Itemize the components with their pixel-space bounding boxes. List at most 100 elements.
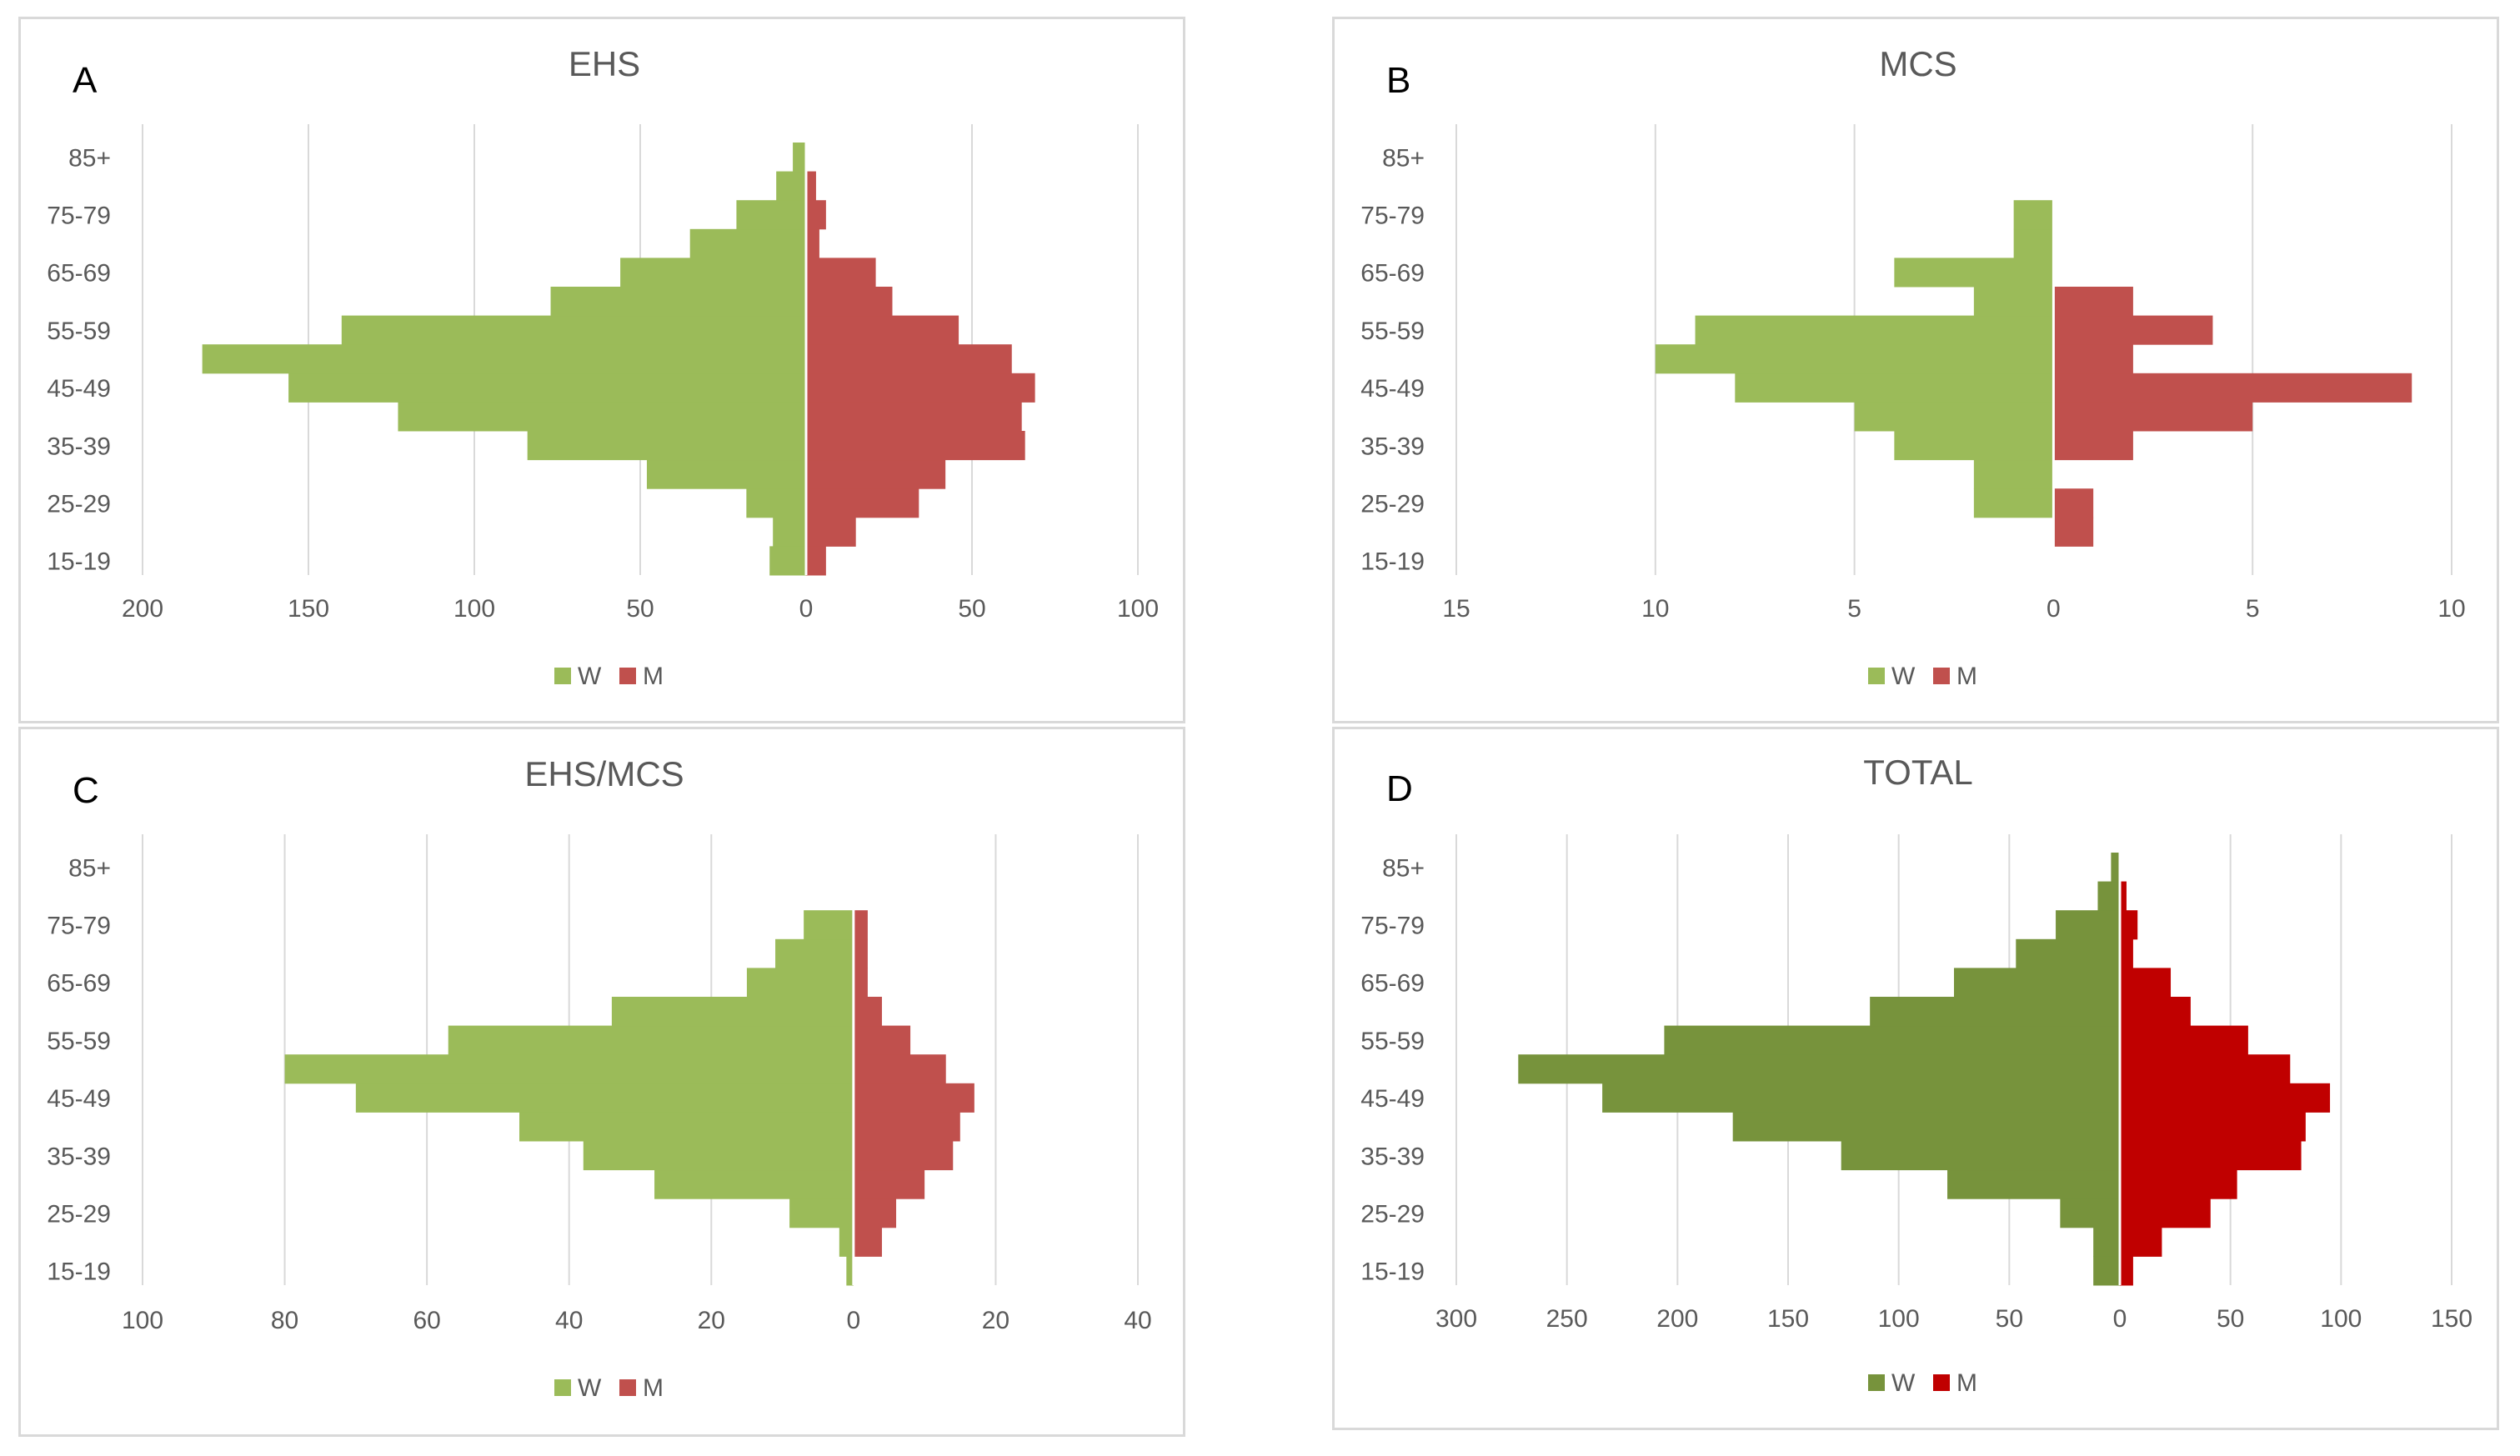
bar-m-40-44 <box>853 1112 960 1142</box>
x-tick-label: 5 <box>1847 595 1861 623</box>
x-tick-label: 50 <box>958 595 985 623</box>
bar-w-35-39 <box>1894 431 2054 461</box>
bar-m-50-54 <box>2120 1054 2291 1084</box>
bar-w-20-24 <box>773 517 806 547</box>
x-tick-label: 100 <box>1878 1305 1920 1333</box>
x-tick-label: 100 <box>1117 595 1159 623</box>
chart-a-svg: A EHS 15-19 25-29 35-39 45-49 55-59 65-69 75-79 8… <box>47 44 1159 690</box>
bar-m-80-84 <box>806 171 816 201</box>
legend-label-m: M <box>643 663 664 690</box>
bar-m-45-49 <box>806 373 1035 403</box>
bar-w-55-59 <box>1664 1025 2120 1055</box>
bar-m-65-69 <box>806 258 876 288</box>
bar-w-45-49 <box>355 1083 854 1113</box>
bar-w-30-34 <box>654 1169 854 1199</box>
bar-w-55-59 <box>341 315 806 345</box>
legend-swatch-w <box>554 1379 571 1396</box>
y-tick-label: 75-79 <box>47 913 111 940</box>
x-tick-label: 0 <box>2113 1305 2127 1333</box>
bar-w-75-79 <box>736 200 806 230</box>
bar-w-85+ <box>2111 853 2120 883</box>
bar-w-25-29 <box>789 1198 854 1228</box>
y-tick-label: 65-69 <box>1360 260 1425 288</box>
bar-m-60-64 <box>853 997 882 1027</box>
bar-w-60-64 <box>1973 287 2054 317</box>
bar-w-85+ <box>793 143 806 173</box>
bar-w-75-79 <box>2056 910 2120 940</box>
bar-w-75-79 <box>804 910 854 940</box>
y-tick-label: 15-19 <box>1360 548 1425 576</box>
x-tick-label: 5 <box>2246 595 2260 623</box>
bar-w-30-34 <box>646 459 806 489</box>
bar-w-35-39 <box>583 1141 854 1171</box>
x-tick-label: 20 <box>982 1307 1010 1334</box>
bar-m-45-49 <box>853 1083 974 1113</box>
y-tick-label: 75-79 <box>1360 203 1425 230</box>
panel-letter: D <box>1386 768 1413 809</box>
x-tick-label: 0 <box>847 1307 861 1334</box>
bar-w-25-29 <box>2060 1198 2120 1228</box>
bar-w-65-69 <box>1894 258 2054 288</box>
chart-panel-d: D TOTAL 15-19 25-29 35-39 45-49 55-59 65-69 75-7… <box>1332 727 2499 1430</box>
bar-m-55-59 <box>2120 1025 2248 1055</box>
y-tick-label: 25-29 <box>1360 491 1425 518</box>
bar-w-65-69 <box>620 258 806 288</box>
legend-label-m: M <box>1956 1369 1977 1397</box>
x-tick-label: 50 <box>1996 1305 2023 1333</box>
chart-title: EHS <box>569 44 640 83</box>
y-tick-label: 45-49 <box>1360 375 1425 403</box>
bar-m-80-84 <box>2120 881 2127 911</box>
bar-m-25-29 <box>2053 488 2094 518</box>
bar-w-80-84 <box>776 171 806 201</box>
bar-w-40-44 <box>398 402 806 432</box>
bar-m-30-34 <box>2120 1169 2237 1199</box>
bar-w-50-54 <box>284 1054 854 1084</box>
bar-m-55-59 <box>853 1025 911 1055</box>
bar-m-20-24 <box>2053 517 2094 547</box>
x-tick-label: 0 <box>2047 595 2061 623</box>
chart-panel-b: B MCS 15-19 25-29 35-39 45-49 55-59 65-69 75-79 8… <box>1332 17 2499 723</box>
bar-m-40-44 <box>2120 1112 2306 1142</box>
bar-m-30-34 <box>806 459 946 489</box>
bar-m-75-79 <box>853 910 868 940</box>
x-tick-label: 40 <box>1124 1307 1151 1334</box>
x-tick-label: 50 <box>626 595 654 623</box>
bar-m-35-39 <box>806 431 1025 461</box>
x-tick-label: 15 <box>1442 595 1470 623</box>
bar-m-30-34 <box>853 1169 925 1199</box>
x-tick-label: 100 <box>2320 1305 2362 1333</box>
x-tick-label: 0 <box>799 595 814 623</box>
bar-m-70-74 <box>2120 938 2133 968</box>
bar-m-35-39 <box>853 1141 954 1171</box>
y-tick-label: 15-19 <box>47 1258 111 1286</box>
y-tick-label: 15-19 <box>1360 1258 1425 1286</box>
legend-swatch-m <box>619 668 636 684</box>
bar-w-70-74 <box>775 938 854 968</box>
legend-label-m: M <box>1956 663 1977 690</box>
bar-m-50-54 <box>806 344 1012 374</box>
bar-w-70-74 <box>2013 228 2054 258</box>
bar-m-35-39 <box>2053 431 2133 461</box>
bar-w-70-74 <box>2016 938 2120 968</box>
bar-w-25-29 <box>1973 488 2054 518</box>
chart-c-svg: C EHS/MCS 15-19 25-29 35-39 45-49 55-59 65-69 75… <box>47 754 1151 1402</box>
y-tick-label: 45-49 <box>47 1085 111 1113</box>
bar-w-30-34 <box>1973 459 2054 489</box>
bar-w-45-49 <box>1735 373 2054 403</box>
y-tick-label: 75-79 <box>47 203 111 230</box>
bar-w-60-64 <box>550 287 806 317</box>
x-tick-label: 20 <box>698 1307 725 1334</box>
bar-w-70-74 <box>689 228 806 258</box>
bar-m-45-49 <box>2053 373 2412 403</box>
y-tick-label: 35-39 <box>47 1143 111 1170</box>
bar-m-55-59 <box>806 315 959 345</box>
y-tick-label: 35-39 <box>1360 1143 1425 1170</box>
bar-w-30-34 <box>1947 1169 2120 1199</box>
y-tick-label: 85+ <box>68 854 111 882</box>
bar-m-40-44 <box>806 402 1022 432</box>
chart-title: MCS <box>1879 44 1956 83</box>
legend-swatch-m <box>1933 668 1950 684</box>
bar-m-50-54 <box>853 1054 946 1084</box>
y-tick-label: 25-29 <box>47 491 111 518</box>
bar-m-60-64 <box>806 287 893 317</box>
